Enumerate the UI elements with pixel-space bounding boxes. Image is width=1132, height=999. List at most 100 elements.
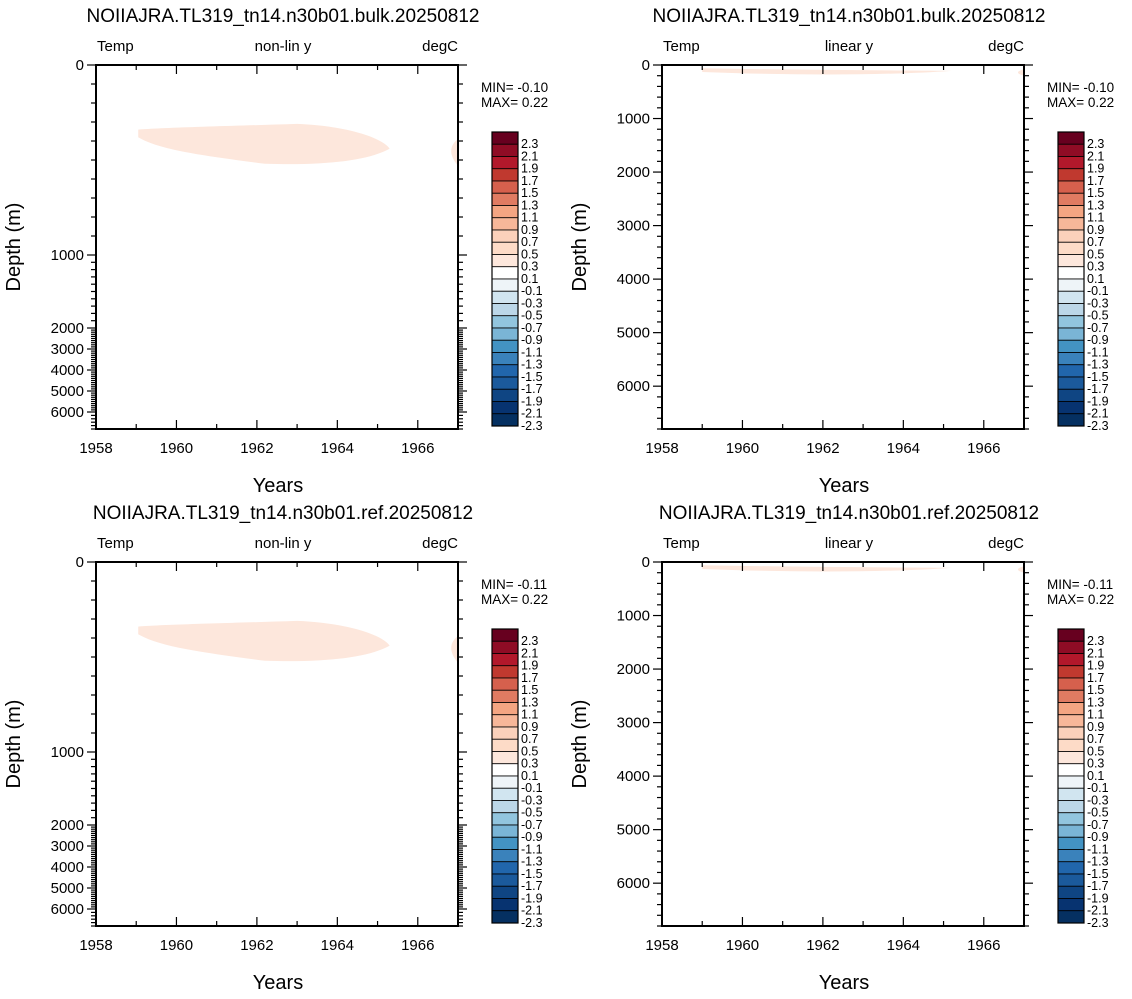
colorbar-swatch — [1057, 751, 1085, 765]
colorbar-label: 0.1 — [521, 769, 538, 783]
y-tick-label: 4000 — [51, 362, 84, 379]
colorbar-swatch — [1057, 640, 1085, 654]
colorbar-label: 0.1 — [1087, 769, 1104, 783]
colorbar-label: -2.1 — [521, 904, 543, 918]
colorbar-swatch — [1057, 131, 1085, 145]
colorbar-swatch — [1057, 364, 1085, 378]
colorbar-swatch — [1057, 800, 1085, 814]
colorbar-label: -2.1 — [1087, 407, 1109, 421]
colorbar-label: 0.7 — [521, 732, 538, 746]
colorbar-label: -1.9 — [521, 891, 543, 905]
colorbar-label: -0.7 — [521, 818, 543, 832]
colorbar-label: -0.9 — [521, 830, 543, 844]
colorbar-label: 1.3 — [1087, 198, 1104, 212]
colorbar-label: 1.7 — [1087, 174, 1104, 188]
chart-title: NOIIAJRA.TL319_tn14.n30b01.ref.20250812 — [659, 503, 1039, 524]
colorbar-label: 0.7 — [521, 235, 538, 249]
y-tick-label: 6000 — [51, 901, 84, 918]
colorbar-label: -1.5 — [1087, 867, 1109, 881]
colorbar-label: 0.3 — [1087, 757, 1104, 771]
colorbar-swatch — [1057, 229, 1085, 243]
colorbar-label: -0.1 — [521, 284, 543, 298]
colorbar-label: -0.3 — [521, 296, 543, 310]
y-tick-label: 1000 — [51, 744, 84, 761]
x-tick-label: 1958 — [79, 937, 112, 954]
plot-frame — [95, 64, 459, 430]
colorbar-swatch — [491, 702, 519, 716]
colorbar-swatch — [1057, 873, 1085, 887]
colorbar-swatch — [491, 131, 519, 145]
colorbar-swatch — [491, 401, 519, 415]
colorbar-label: -0.5 — [1087, 806, 1109, 820]
colorbar-label: 0.5 — [1087, 247, 1104, 261]
x-tick-label: 1964 — [321, 440, 354, 457]
colorbar-swatch — [1057, 192, 1085, 206]
x-tick-label: 1964 — [321, 937, 354, 954]
colorbar-swatch — [491, 376, 519, 390]
colorbar-label: 0.9 — [1087, 223, 1104, 237]
colorbar-frame — [491, 131, 519, 427]
x-tick-label: 1964 — [887, 440, 920, 457]
y-tick-label: 3000 — [617, 715, 650, 732]
anomaly-patch — [1017, 566, 1024, 573]
colorbar-label: -1.1 — [521, 842, 543, 856]
colorbar-swatch — [491, 689, 519, 703]
colorbar-swatch — [1057, 278, 1085, 292]
x-axis-label: Years — [253, 475, 303, 497]
colorbar-swatch — [1057, 217, 1085, 231]
colorbar-swatch — [491, 278, 519, 292]
min-value: MIN= -0.10 — [481, 80, 548, 95]
anomaly-patch — [1017, 69, 1024, 76]
colorbar-label: -1.7 — [521, 879, 543, 893]
colorbar-swatch — [1057, 836, 1085, 850]
colorbar-label: 0.1 — [1087, 272, 1104, 286]
chart-svg: NOIIAJRA.TL319_tn14.n30b01.bulk.20250812… — [569, 6, 1114, 497]
colorbar-label: -1.3 — [521, 855, 543, 869]
colorbar-label: 1.1 — [521, 708, 538, 722]
y-tick-label: 3000 — [617, 218, 650, 235]
colorbar-swatch — [1057, 143, 1085, 157]
colorbar-swatch — [491, 143, 519, 157]
max-value: MAX= 0.22 — [1047, 95, 1114, 110]
colorbar-label: 0.1 — [521, 272, 538, 286]
colorbar-swatch — [491, 677, 519, 691]
chart-title: NOIIAJRA.TL319_tn14.n30b01.ref.20250812 — [93, 503, 473, 524]
y-axis-label: Depth (m) — [3, 700, 25, 789]
colorbar-label: 0.3 — [521, 260, 538, 274]
colorbar-label: -1.7 — [521, 382, 543, 396]
colorbar-label: 2.1 — [521, 149, 538, 163]
x-tick-label: 1962 — [240, 937, 273, 954]
colorbar-swatch — [491, 168, 519, 182]
colorbar-label: 0.5 — [521, 247, 538, 261]
colorbar-label: 1.7 — [1087, 671, 1104, 685]
colorbar-swatch — [491, 192, 519, 206]
y-tick-label: 6000 — [51, 404, 84, 421]
colorbar-swatch — [1057, 812, 1085, 826]
colorbar-swatch — [491, 364, 519, 378]
colorbar-label: 0.9 — [521, 720, 538, 734]
colorbar-swatch — [1057, 726, 1085, 740]
y-tick-label: 5000 — [617, 822, 650, 839]
y-tick-label: 2000 — [51, 320, 84, 337]
variable-label: Temp — [97, 535, 134, 552]
y-tick-label: 0 — [76, 57, 84, 74]
colorbar-swatch — [491, 653, 519, 667]
units-label: degC — [988, 38, 1024, 55]
colorbar-swatch — [491, 205, 519, 219]
max-value: MAX= 0.22 — [481, 592, 548, 607]
y-axis-label: Depth (m) — [3, 203, 25, 292]
y-axis-label: Depth (m) — [569, 203, 591, 292]
colorbar-frame — [1057, 131, 1085, 427]
colorbar-swatch — [491, 388, 519, 402]
colorbar-swatch — [491, 738, 519, 752]
chart-panel: NOIIAJRA.TL319_tn14.n30b01.bulk.20250812… — [566, 0, 1132, 502]
colorbar-label: 2.3 — [521, 634, 538, 648]
colorbar-label: 1.9 — [1087, 162, 1104, 176]
chart-panel: NOIIAJRA.TL319_tn14.n30b01.bulk.20250812… — [0, 0, 566, 502]
colorbar-label: -1.7 — [1087, 382, 1109, 396]
units-label: degC — [422, 38, 458, 55]
colorbar-swatch — [491, 290, 519, 304]
x-axis-label: Years — [819, 972, 869, 994]
colorbar-label: 1.5 — [521, 186, 538, 200]
colorbar-label: -0.1 — [1087, 781, 1109, 795]
